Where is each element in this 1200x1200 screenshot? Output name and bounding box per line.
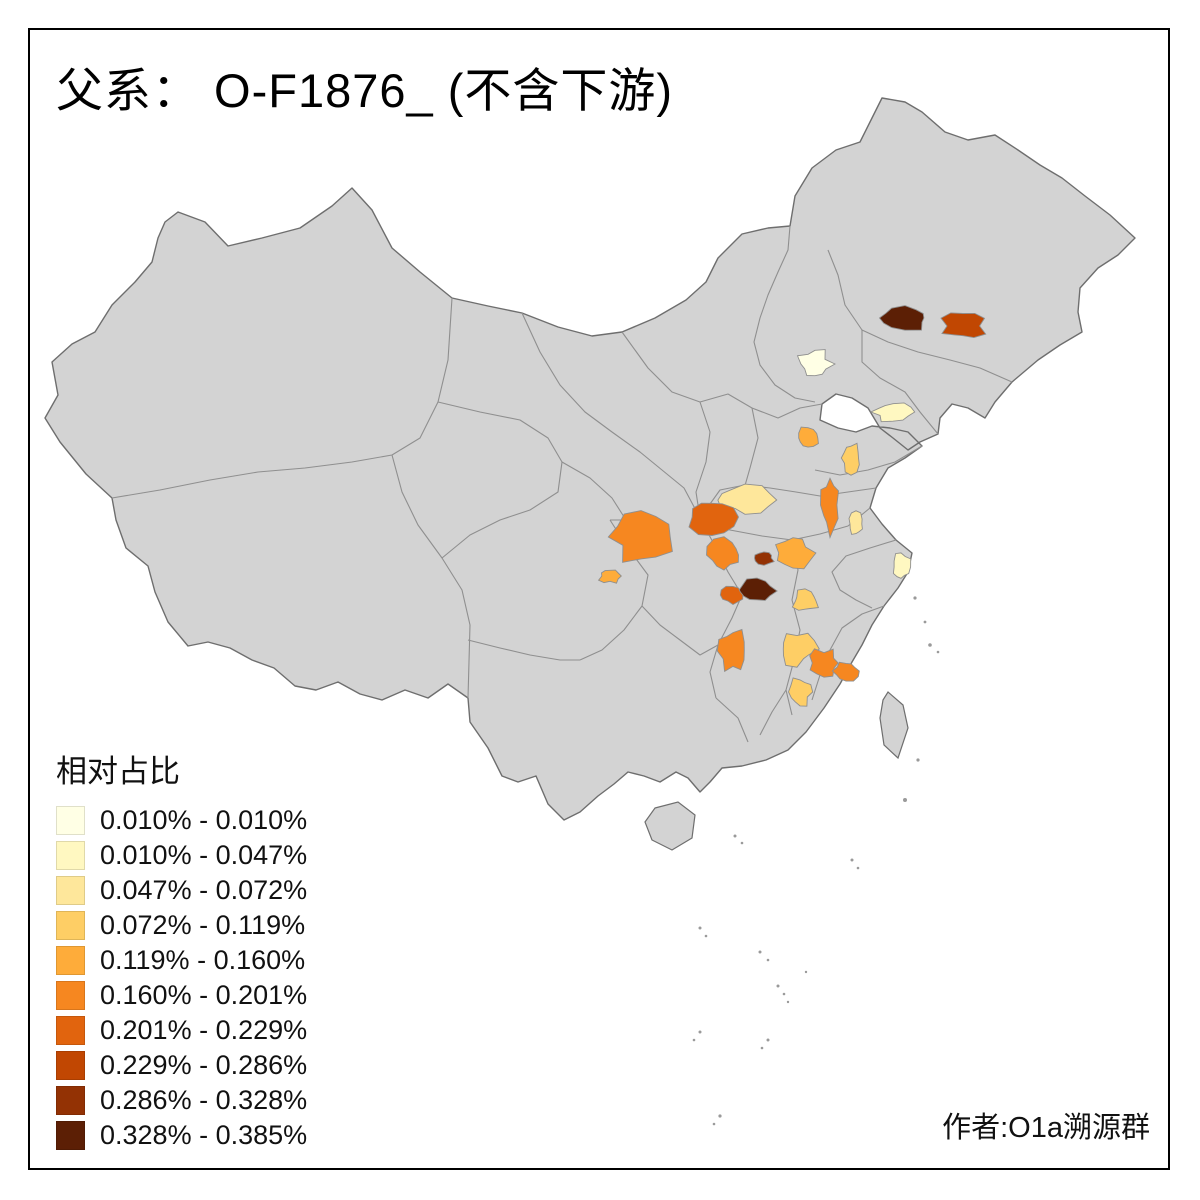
legend-label: 0.010% - 0.010% — [100, 805, 308, 835]
map-region — [607, 510, 673, 563]
legend-label: 0.201% - 0.229% — [100, 1015, 308, 1045]
map-region — [716, 628, 745, 673]
map-region — [892, 552, 912, 579]
map-region — [809, 648, 839, 678]
legend-label: 0.286% - 0.328% — [100, 1085, 308, 1115]
map-region — [754, 551, 775, 566]
map-region — [717, 483, 778, 515]
map-region — [940, 312, 987, 339]
legend-label: 0.072% - 0.119% — [100, 910, 306, 940]
map-region — [869, 402, 916, 423]
legend-swatch — [56, 911, 85, 940]
legend-entry: 0.010% - 0.010% — [56, 805, 307, 836]
legend-entry: 0.229% - 0.286% — [56, 1050, 307, 1081]
legend-title: 相对占比 — [56, 754, 180, 789]
legend-entry: 0.160% - 0.201% — [56, 980, 307, 1011]
legend-label: 0.010% - 0.047% — [100, 840, 308, 870]
legend-entry: 0.119% - 0.160% — [56, 945, 307, 976]
map-region — [706, 536, 739, 571]
legend-label: 0.047% - 0.072% — [100, 875, 308, 905]
map-region — [820, 477, 839, 539]
map-region — [597, 569, 622, 584]
legend-swatch — [56, 981, 85, 1010]
hainan-island — [644, 801, 696, 851]
map-region — [791, 588, 820, 611]
sea-islets — [692, 596, 940, 1126]
legend-swatch — [56, 1121, 85, 1150]
legend-label: 0.160% - 0.201% — [100, 980, 308, 1010]
page-title: 父系： O-F1876_ (不含下游) — [56, 64, 674, 117]
legend-swatch — [56, 876, 85, 905]
legend-entry: 0.328% - 0.385% — [56, 1120, 307, 1151]
legend-entry: 0.201% - 0.229% — [56, 1015, 307, 1046]
attribution: 作者:O1a溯源群 — [942, 1112, 1150, 1144]
legend: 相对占比 0.010% - 0.010% 0.010% - 0.047% 0.047… — [56, 746, 307, 1155]
legend-label: 0.119% - 0.160% — [100, 945, 306, 975]
map-region — [831, 661, 860, 682]
map-region — [840, 442, 860, 476]
taiwan-island — [879, 691, 909, 760]
legend-swatch — [56, 946, 85, 975]
legend-entries: 0.010% - 0.010% 0.010% - 0.047% 0.047% - 0… — [56, 805, 307, 1151]
legend-swatch — [56, 1086, 85, 1115]
islands — [644, 596, 940, 1126]
map-region — [788, 677, 814, 707]
legend-entry: 0.072% - 0.119% — [56, 910, 307, 941]
legend-entry: 0.047% - 0.072% — [56, 875, 307, 906]
map-region — [878, 305, 925, 331]
china-mainland-outline — [44, 97, 1136, 821]
legend-label: 0.229% - 0.286% — [100, 1050, 308, 1080]
legend-swatch — [56, 1016, 85, 1045]
map-region — [688, 502, 740, 536]
map-region — [848, 510, 863, 535]
legend-swatch — [56, 806, 85, 835]
legend-swatch — [56, 841, 85, 870]
map-region — [775, 537, 817, 570]
colored-regions — [597, 305, 987, 707]
legend-label: 0.328% - 0.385% — [100, 1120, 308, 1150]
map-region — [796, 349, 836, 377]
legend-swatch — [56, 1051, 85, 1080]
map-region — [798, 426, 819, 448]
legend-entry: 0.286% - 0.328% — [56, 1085, 307, 1116]
map-region — [719, 585, 744, 606]
map-region — [782, 632, 820, 668]
legend-entry: 0.010% - 0.047% — [56, 840, 307, 871]
